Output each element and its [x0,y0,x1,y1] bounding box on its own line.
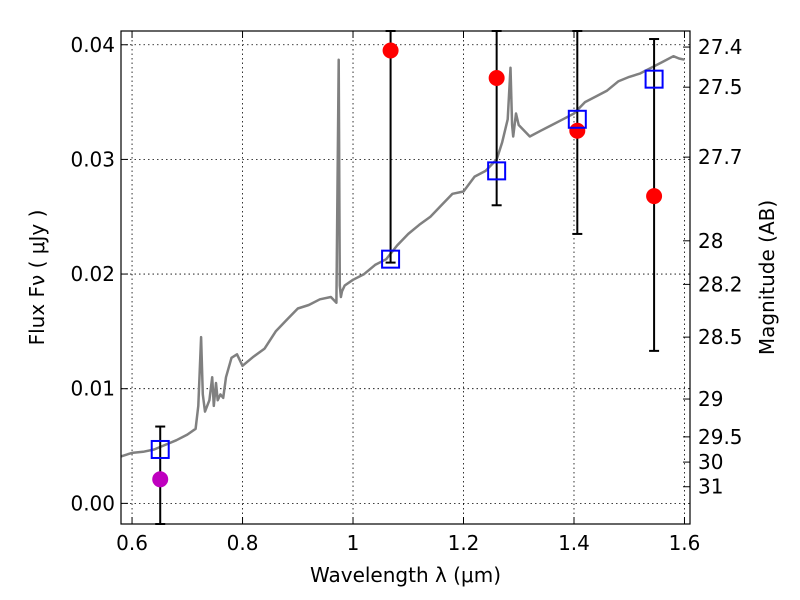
y-tick-label: 0.03 [70,147,115,171]
model-spectrum-line [120,54,685,458]
y-tick-label: 0.00 [70,491,115,515]
x-tick-label: 1.2 [448,531,480,555]
y2-tick-label: 27.4 [698,35,743,59]
y2-tick-label: 28.2 [698,272,743,296]
y2-tick-label: 27.5 [698,75,743,99]
grid [121,31,690,524]
x-tick-label: 0.6 [116,531,148,555]
model-point [487,161,507,181]
x-tick-label: 1.6 [669,531,701,555]
y2-tick-label: 28 [698,229,723,253]
y2-tick-label: 29 [698,387,723,411]
plot-frame [120,30,691,525]
y2-tick-label: 28.5 [698,325,743,349]
y2-tick-label: 30 [698,450,723,474]
x-tick-label: 1 [347,531,360,555]
data-markers [150,42,664,488]
y2-axis-label: Magnitude (AB) [755,200,779,355]
model-point [567,109,587,129]
y2-tick-label: 31 [698,475,723,499]
model-point [150,439,170,459]
axis-ticks: 0.6 0.8 1 1.2 1.4 1.6 0.00 0.01 0.02 0.03 0.04 27.4… [70,31,743,555]
observed-point [646,188,663,205]
x-tick-label: 1.4 [558,531,590,555]
observed-point [569,122,586,139]
x-tick-label: 0.8 [227,531,259,555]
model-point [381,249,401,269]
model-spectrum-layer [120,54,685,458]
observed-point [488,70,505,87]
observed-point [382,42,399,59]
y2-tick-label: 29.5 [698,425,743,449]
x-axis-label: Wavelength λ (μm) [310,563,501,587]
y-axis-label: Flux Fν ( μJy ) [25,210,49,346]
y2-tick-label: 27.7 [698,145,743,169]
y-tick-label: 0.02 [70,262,115,286]
observed-point [152,471,169,488]
y-tick-label: 0.04 [70,33,115,57]
model-point [644,69,664,89]
y-tick-label: 0.01 [70,377,115,401]
